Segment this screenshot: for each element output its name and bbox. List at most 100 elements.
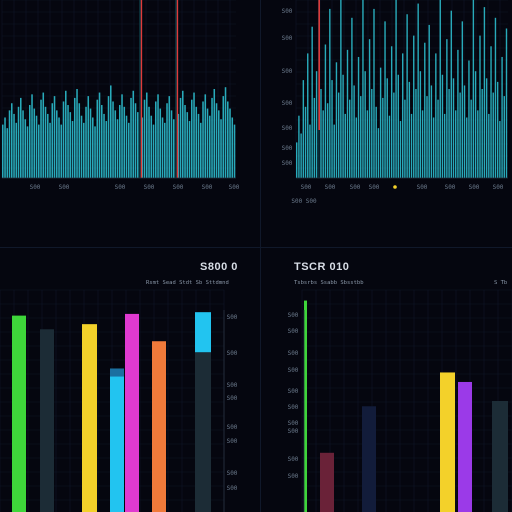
spectrum-bar (395, 0, 397, 178)
spectrum-bar (410, 113, 413, 178)
bar (195, 312, 211, 512)
y-tick-label: S00 (227, 424, 238, 431)
spectrum-chart-top-right: S00 S00 S00 S00 S00 S00 S00 S00 S00 S00 S00 S00 S00 S… (282, 0, 508, 205)
spectrum-bar (443, 113, 446, 178)
spectrum-bar (233, 124, 236, 178)
spectrum-bar (309, 124, 311, 178)
spectrum-bar (377, 128, 380, 178)
spectrum-bar (98, 92, 101, 178)
spectrum-bar (402, 53, 404, 178)
spectrum-bar (304, 106, 307, 178)
y-tick-label: S00 (282, 8, 293, 15)
spectrum-bar (182, 90, 184, 178)
spectrum-bar (324, 44, 327, 178)
spectrum-bar (56, 110, 58, 178)
y-tick-label: S00 (288, 388, 299, 395)
spectrum-bar (191, 99, 193, 178)
bar-top-segment (195, 312, 211, 353)
x-tick-label: S00 (445, 184, 456, 191)
x-tick-label: S00 (229, 184, 240, 191)
panel-title: TSCR 010 (294, 261, 350, 273)
y-tick-label: S00 (282, 100, 293, 107)
y-tick-label: S00 (282, 160, 293, 167)
spectrum-bar (373, 8, 375, 179)
spectrum-bar (119, 105, 121, 178)
spectrum-bar (103, 113, 105, 178)
spectrum-bar (193, 92, 195, 178)
x-tick-label: S00 (417, 184, 428, 191)
spectrum-bar (53, 96, 56, 178)
bar (362, 406, 376, 512)
marker-line (140, 0, 143, 178)
spectrum-bar (494, 17, 497, 178)
spectrum-bar (173, 119, 175, 178)
spectrum-bar (20, 97, 22, 178)
spectrum-bar (437, 99, 439, 178)
spectrum-bar (211, 97, 213, 178)
spectrum-bar (296, 142, 298, 178)
y-tick-label: S00 (288, 350, 299, 357)
x-tick-label: S00 (350, 184, 361, 191)
panel-corner-label: S Tb (494, 280, 508, 286)
spectrum-bar (413, 35, 415, 178)
spectrum-bar (382, 97, 384, 178)
spectrum-peak-bar (175, 0, 177, 178)
spectrum-bar (40, 99, 42, 178)
spectrum-bar (430, 85, 433, 178)
spectrum-bar (2, 124, 4, 178)
bar (12, 315, 26, 512)
spectrum-bar (69, 112, 72, 178)
x-tick-label: S00 (469, 184, 480, 191)
bar (440, 372, 455, 512)
spectrum-bar (485, 78, 488, 178)
spectrum-bar (94, 126, 96, 178)
spectrum-bar (161, 117, 164, 178)
spectrum-bar (114, 110, 117, 178)
spectrum-bar (51, 103, 54, 178)
spectrum-bar (322, 110, 324, 178)
y-tick-label: S00 (227, 350, 238, 357)
spectrum-bar (218, 110, 220, 178)
spectrum-bar (342, 74, 344, 178)
spectrum-bar (452, 78, 455, 178)
spectrum-bar (470, 99, 472, 178)
spectrum-bar (441, 74, 444, 178)
spectrum-bar (130, 97, 132, 178)
spectrum-bar (397, 74, 399, 178)
spectrum-bar (116, 119, 119, 178)
spectrum-bar (461, 21, 464, 178)
y-tick-label: S00 (227, 395, 238, 402)
spectrum-bar (22, 110, 24, 178)
spectrum-bar (379, 67, 382, 178)
x-tick-label: S00 (173, 184, 184, 191)
spectrum-bar (375, 106, 377, 178)
spectrum-bar (65, 90, 67, 178)
spectrum-bar (446, 39, 448, 178)
spectrum-bar (426, 96, 428, 178)
spectrum-bar (346, 49, 349, 179)
spectrum-bar (448, 89, 450, 178)
spectrum-bar (152, 124, 155, 178)
spectrum-bar (74, 97, 76, 178)
bar (110, 368, 124, 512)
spectrum-bar (58, 117, 60, 178)
y-tick-label: S00 (288, 428, 299, 435)
y-tick-label: S00 (282, 145, 293, 152)
spectrum-bar (123, 106, 126, 178)
spectrum-bar (29, 105, 31, 178)
x-tick-label: S00 (369, 184, 380, 191)
spectrum-bar (155, 101, 157, 178)
y-tick-label: S00 (227, 438, 238, 445)
panel-top-left: S00 S00 S00 S00 S00 S00 S00 (0, 0, 256, 246)
spectrum-bar (421, 110, 424, 178)
bar (492, 401, 508, 512)
spectrum-bar (6, 128, 9, 178)
spectrum-bar (415, 89, 417, 178)
spectrum-bar (499, 121, 501, 178)
spectrum-bar (455, 110, 457, 178)
spectrum-bar (488, 113, 490, 178)
spectrum-bar (229, 108, 231, 178)
spectrum-bar (349, 99, 351, 178)
x-tick-label: S00 (202, 184, 213, 191)
panel-title: S800 0 (200, 261, 238, 273)
